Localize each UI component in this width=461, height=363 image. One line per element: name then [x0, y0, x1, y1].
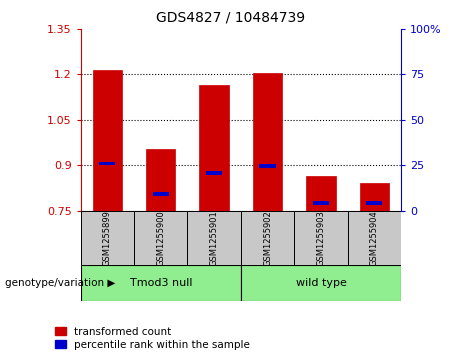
Bar [253, 73, 282, 211]
Text: GDS4827 / 10484739: GDS4827 / 10484739 [156, 11, 305, 25]
Text: GSM1255902: GSM1255902 [263, 210, 272, 266]
Bar [348, 211, 401, 265]
Bar [153, 192, 169, 196]
Bar [81, 211, 134, 265]
Bar [99, 162, 115, 166]
Text: GSM1255901: GSM1255901 [210, 210, 219, 266]
Text: Tmod3 null: Tmod3 null [130, 278, 192, 288]
Bar [134, 211, 188, 265]
Bar [306, 176, 336, 211]
Text: GSM1255900: GSM1255900 [156, 210, 165, 266]
Bar [146, 148, 176, 211]
Text: wild type: wild type [296, 278, 346, 288]
Bar [200, 85, 229, 211]
Text: GSM1255903: GSM1255903 [316, 210, 325, 266]
Bar [313, 201, 329, 205]
Bar [241, 211, 294, 265]
Text: GSM1255904: GSM1255904 [370, 210, 379, 266]
Bar [93, 70, 122, 211]
Text: GSM1255899: GSM1255899 [103, 210, 112, 266]
Legend: transformed count, percentile rank within the sample: transformed count, percentile rank withi… [51, 323, 254, 354]
Bar [81, 265, 241, 301]
Bar [294, 211, 348, 265]
Bar [360, 183, 389, 211]
Bar [188, 211, 241, 265]
Bar [206, 171, 222, 175]
Bar [241, 265, 401, 301]
Text: genotype/variation ▶: genotype/variation ▶ [5, 278, 115, 288]
Bar [260, 164, 276, 168]
Bar [366, 201, 383, 205]
